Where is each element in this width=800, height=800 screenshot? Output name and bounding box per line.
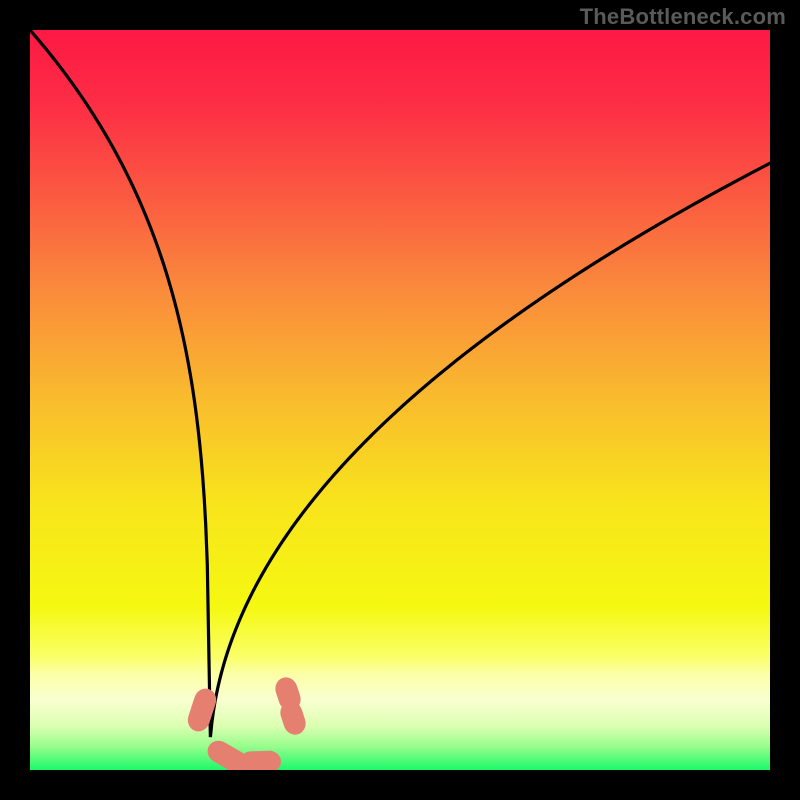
watermark-text: TheBottleneck.com [580, 4, 786, 30]
chart-root: TheBottleneck.com [0, 0, 800, 800]
gradient-background [30, 30, 770, 770]
bottleneck-curve-chart [0, 0, 800, 800]
